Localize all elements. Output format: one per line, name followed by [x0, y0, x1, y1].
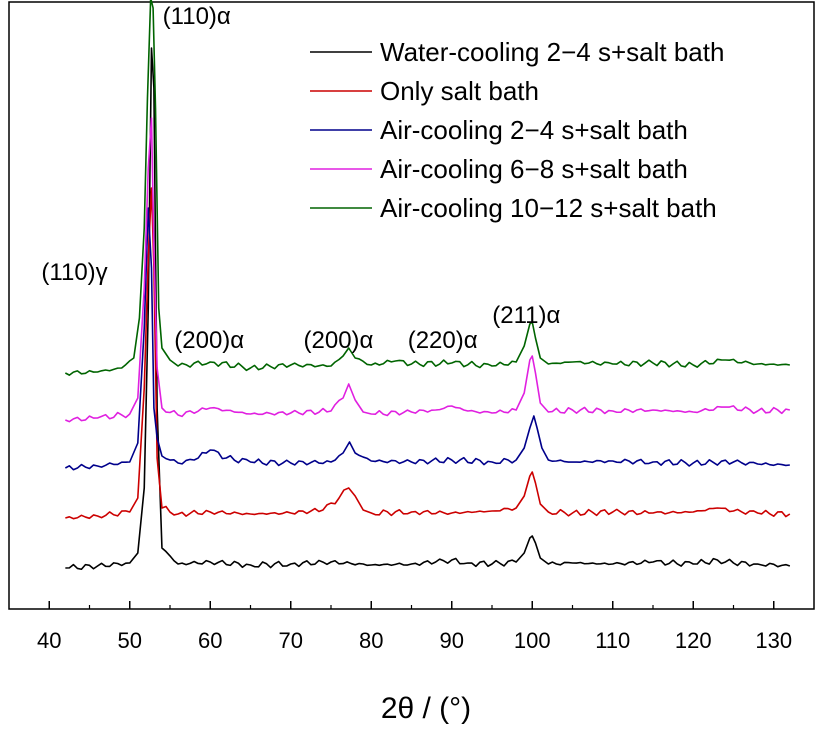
x-tick-label: 90: [440, 628, 464, 653]
legend-label: Water-cooling 2−4 s+salt bath: [380, 37, 724, 67]
legend-label: Only salt bath: [380, 76, 539, 106]
annotation-layer: (110)α (110)γ (200)α (200)α (220)α (211)α: [41, 3, 560, 354]
peak-annotation: (211)α: [492, 302, 560, 329]
x-tick-label: 110: [595, 628, 630, 653]
x-tick-label: 130: [755, 628, 792, 653]
peak-annotation: (200)α: [174, 327, 244, 354]
peak-annotation: (220)α: [408, 327, 478, 354]
x-tick-label: 80: [359, 628, 383, 653]
peak-annotation: (110)α: [163, 3, 231, 30]
series-line-1: [65, 47, 791, 571]
peak-annotation: (200)α: [304, 327, 374, 354]
series-layer: [64, 0, 791, 571]
legend-label: Air-cooling 6−8 s+salt bath: [380, 154, 688, 184]
series-line-2: [65, 187, 791, 520]
legend-label: Air-cooling 2−4 s+salt bath: [380, 115, 688, 145]
series-line-5: [64, 0, 790, 376]
series-line-3: [64, 207, 790, 471]
x-axis-title: 2θ / (°): [381, 692, 471, 725]
x-tick-label: 70: [279, 628, 303, 653]
x-tick-label: 60: [198, 628, 222, 653]
legend: Water-cooling 2−4 s+salt bath Only salt b…: [310, 37, 724, 223]
x-tick-label: 40: [37, 628, 61, 653]
x-tick-label: 50: [118, 628, 142, 653]
peak-annotation: (110)γ: [41, 259, 107, 286]
x-tick-label: 100: [514, 628, 551, 653]
x-axis-ticks: 40 50 60 70 80 90 100 110 120 130: [37, 601, 792, 653]
x-tick-label: 120: [675, 628, 712, 653]
legend-label: Air-cooling 10−12 s+salt bath: [380, 193, 717, 223]
series-line-4: [65, 117, 791, 423]
